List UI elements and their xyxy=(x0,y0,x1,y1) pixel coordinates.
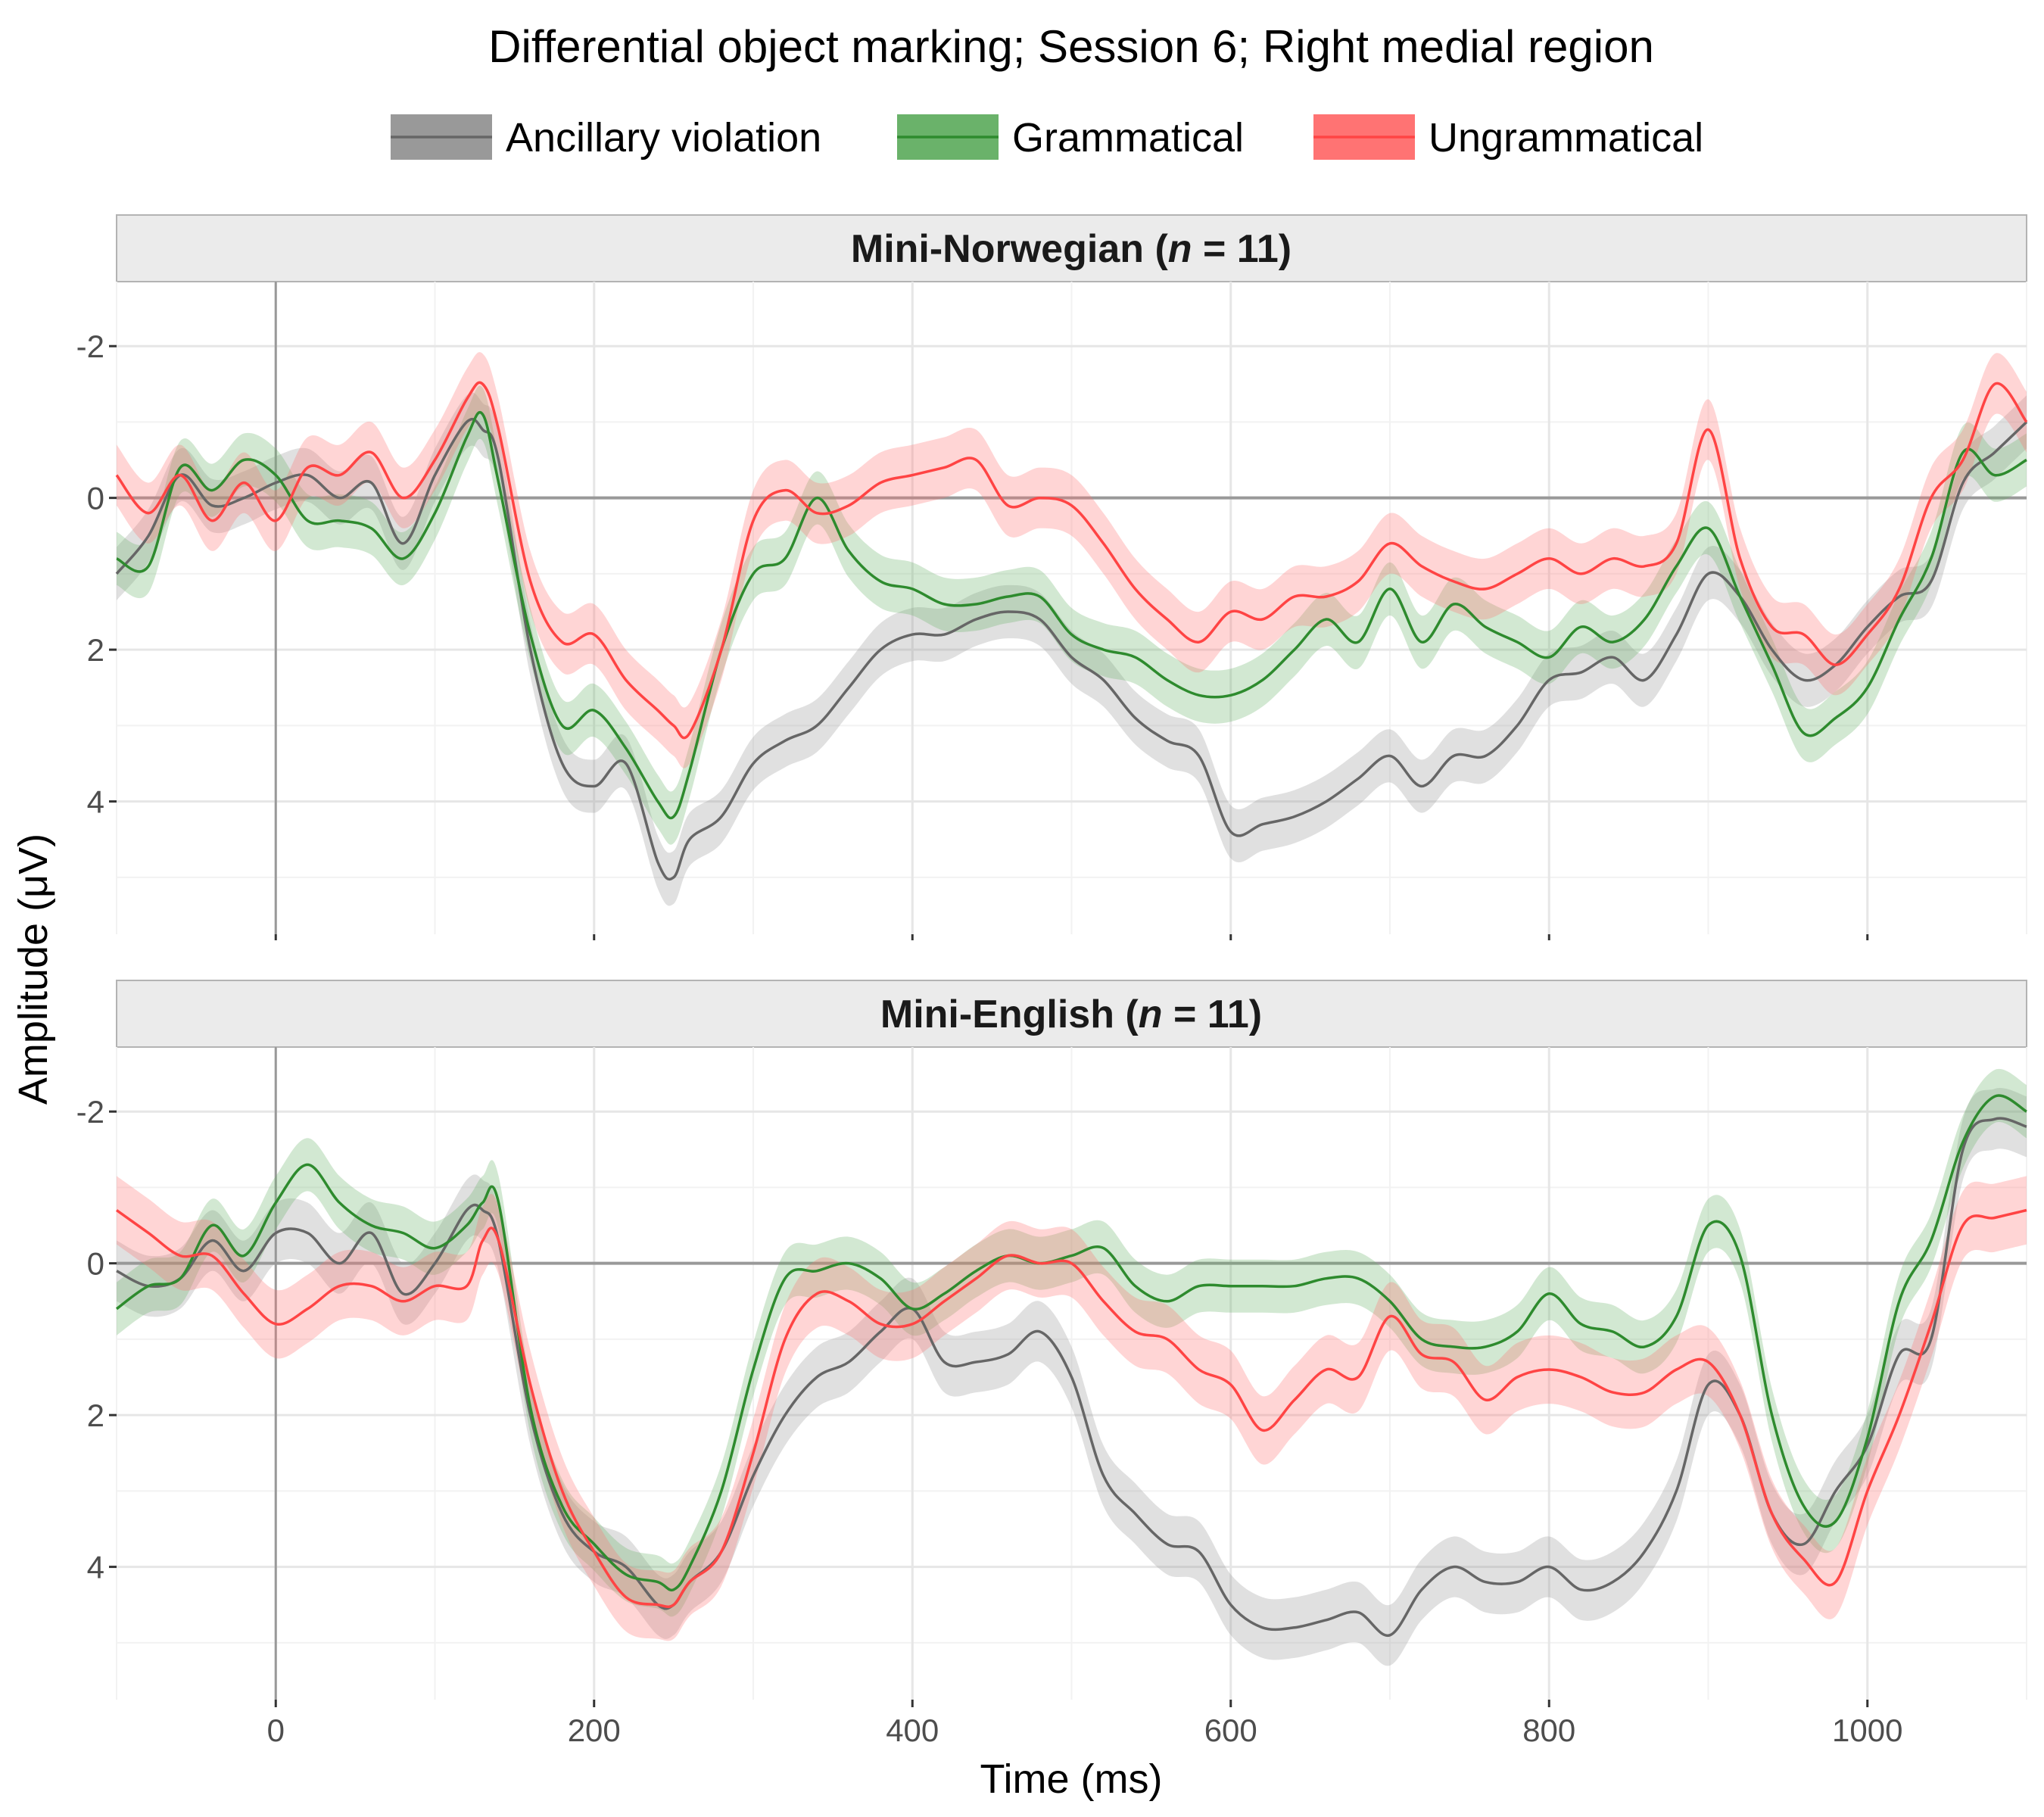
panel-title-suffix: = 11) xyxy=(1163,993,1263,1036)
strip-background xyxy=(116,214,2027,282)
strip-background xyxy=(116,980,2027,1048)
legend-label-ungrammatical: Ungrammatical xyxy=(1429,115,1703,161)
y-tick-label: 2 xyxy=(87,632,104,668)
panel-title-prefix: Mini-English ( xyxy=(880,993,1139,1036)
legend-label-grammatical: Grammatical xyxy=(1012,115,1244,161)
legend-label-ancillary-violation: Ancillary violation xyxy=(506,115,821,161)
series-line-grammatical xyxy=(116,411,2027,820)
ci-band-grammatical xyxy=(117,385,2027,845)
series-line-ungrammatical xyxy=(115,1208,2027,1609)
ci-band-grammatical xyxy=(117,1068,2027,1617)
panel-title: Mini-Norwegian (n = 11) xyxy=(851,227,1292,271)
y-tick-label: 0 xyxy=(87,481,104,516)
y-tick-label: 4 xyxy=(87,784,104,820)
panel-mini-norwegian: Mini-Norwegian (n = 11) -2 0 2 4 xyxy=(76,214,2028,934)
plot-area: -2 0 2 4 xyxy=(76,1047,2027,1700)
x-tick-label: 400 xyxy=(886,1713,939,1748)
legend: Ancillary violation Grammatical Ungrammati… xyxy=(391,114,1703,161)
panel-title-n: n xyxy=(1168,227,1192,271)
x-tick-label: 600 xyxy=(1204,1713,1257,1748)
y-tick-label: 4 xyxy=(87,1550,104,1585)
x-tick-label: 800 xyxy=(1522,1713,1575,1748)
panel-title-n: n xyxy=(1139,993,1163,1036)
x-tick-label: 0 xyxy=(267,1713,285,1748)
panel-mini-english: Mini-English (n = 11) -2 0 2 4 xyxy=(76,980,2027,1700)
x-tick-label: 200 xyxy=(568,1713,621,1748)
plot-area: -2 0 2 4 xyxy=(76,282,2028,934)
panel-title-prefix: Mini-Norwegian ( xyxy=(851,227,1169,271)
ci-band-ancillary-violation xyxy=(117,392,2027,906)
ci-band-ungrammatical xyxy=(117,352,2027,768)
y-tick-label: 2 xyxy=(87,1398,104,1433)
y-axis-title: Amplitude (μV) xyxy=(11,834,56,1105)
ci-band-ungrammatical xyxy=(117,1176,2027,1641)
panel-title-suffix: = 11) xyxy=(1192,227,1292,271)
x-tick-label: 1000 xyxy=(1832,1713,1902,1748)
series-line-ancillary-violation xyxy=(115,417,2028,881)
series-line-ungrammatical xyxy=(115,381,2028,740)
y-tick-label: -2 xyxy=(76,329,104,364)
x-axis-title: Time (ms) xyxy=(980,1756,1163,1802)
y-tick-label: 0 xyxy=(87,1246,104,1282)
panel-title: Mini-English (n = 11) xyxy=(880,993,1262,1036)
x-axis: 0 200 400 600 800 1000 xyxy=(267,934,1902,1748)
chart-title: Differential object marking; Session 6; … xyxy=(488,21,1654,72)
y-tick-label: -2 xyxy=(76,1094,104,1130)
